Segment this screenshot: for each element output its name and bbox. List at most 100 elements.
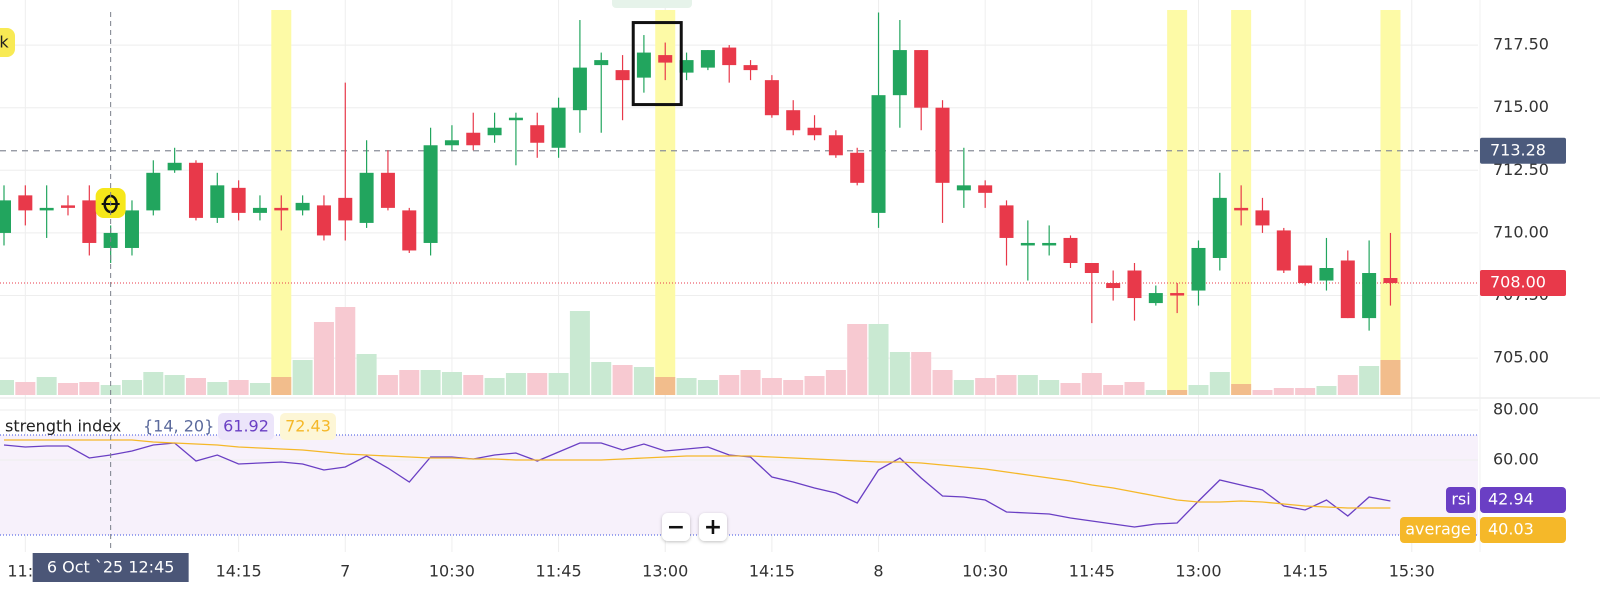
candle-body: [615, 70, 630, 81]
volume-bar: [612, 365, 633, 395]
candle-body: [210, 185, 225, 218]
price-badge-text: 713.28: [1490, 140, 1546, 159]
zoom-in-button-bg[interactable]: [699, 513, 727, 541]
selection-box: [631, 21, 683, 107]
candle-body: [722, 47, 737, 66]
volume-bar: [1359, 366, 1380, 395]
volume-bar: [79, 382, 100, 395]
volume-bar: [1295, 388, 1316, 395]
candle-body: [1340, 260, 1355, 319]
x-tick-label: 13:00: [1175, 562, 1221, 581]
volume-bar: [889, 352, 910, 395]
y-tick-label: 712.50: [1493, 160, 1549, 179]
zoom-in-button-label[interactable]: +: [704, 515, 722, 540]
candle-body: [743, 65, 758, 71]
legend-value: 40.03: [1488, 520, 1534, 539]
candle-body: [914, 50, 929, 108]
volume-bar: [527, 373, 548, 395]
y-tick-label: 717.50: [1493, 35, 1549, 54]
x-tick-label: 11:45: [1069, 562, 1115, 581]
crosshair-label: 6 Oct `25 12:45: [47, 558, 175, 577]
candle-body: [828, 135, 843, 156]
rsi-tick-label: 80.00: [1493, 400, 1539, 419]
x-tick-label: 14:15: [1282, 562, 1328, 581]
volume-bar: [0, 380, 14, 395]
candle-body: [508, 117, 523, 121]
indicator-title: strength index: [5, 417, 121, 436]
candle-body: [402, 210, 417, 251]
volume-bar: [633, 367, 654, 395]
candle-body: [956, 185, 971, 191]
volume-bar: [121, 380, 142, 395]
candle-body: [423, 145, 438, 243]
legend-value: 42.94: [1488, 490, 1534, 509]
volume-bar: [1145, 390, 1166, 395]
candle-body: [700, 50, 715, 68]
candle-body: [1191, 247, 1206, 291]
candle-body: [316, 205, 331, 236]
candle-body: [82, 200, 97, 243]
candle-body: [274, 207, 289, 211]
volume-bar: [1060, 383, 1081, 395]
volume-bar: [847, 324, 868, 395]
volume-bar: [975, 378, 996, 395]
zoom-out-button[interactable]: −: [662, 513, 690, 541]
volume-bar: [1081, 373, 1102, 395]
indicator-params: {14, 20}: [143, 417, 214, 436]
candle-body: [572, 67, 587, 111]
zoom-in-button[interactable]: +: [699, 513, 727, 541]
indicator-value-bg: [280, 413, 336, 440]
candle-body: [935, 107, 950, 183]
crosshair-label-bg: [32, 553, 189, 582]
y-tick-label: 715.00: [1493, 97, 1549, 116]
volume-bar: [569, 311, 590, 395]
volume-bar: [932, 370, 953, 395]
volume-bar: [185, 378, 206, 395]
volume-bar: [505, 373, 526, 395]
candle-body: [39, 207, 54, 211]
volume-bar: [420, 370, 441, 395]
candle-body: [359, 172, 374, 223]
legend-name-bg: [1446, 487, 1476, 513]
candle-body: [1020, 242, 1035, 246]
volume-bar: [1039, 380, 1060, 395]
zoom-out-button-bg[interactable]: [662, 513, 690, 541]
x-tick-label: 10:30: [962, 562, 1008, 581]
volume-bar: [207, 382, 228, 395]
highlight-band: [1380, 10, 1401, 395]
candle-body: [1063, 237, 1078, 263]
candle-body: [1084, 262, 1099, 274]
candle-body: [1106, 283, 1121, 289]
y-tick-label: 710.00: [1493, 222, 1549, 241]
candle-body: [871, 95, 886, 213]
candle-body: [231, 187, 246, 213]
candle-body: [594, 60, 609, 66]
candle-body: [0, 200, 11, 233]
indicator-line: [4, 439, 1391, 509]
volume-bar: [1209, 372, 1230, 395]
candle-body: [1212, 197, 1227, 258]
candle-body: [892, 50, 907, 96]
candle-body: [167, 162, 182, 171]
x-tick-label: 14:15: [749, 562, 795, 581]
candle-body: [636, 52, 651, 78]
volume-bar: [697, 380, 718, 395]
volume-bar: [228, 380, 249, 395]
x-tick-label: 10:30: [429, 562, 475, 581]
candle-body: [1362, 273, 1377, 319]
volume-bar: [953, 380, 974, 395]
indicator-value-bg: [218, 413, 274, 440]
legend-name: rsi: [1451, 490, 1470, 509]
x-tick-label: 15:30: [1389, 562, 1435, 581]
volume-bar: [783, 380, 804, 395]
volume-bar: [441, 372, 462, 395]
x-tick-label: 11:45: [536, 562, 582, 581]
zoom-out-button-label[interactable]: −: [667, 515, 685, 540]
y-tick-label: 705.00: [1493, 348, 1549, 367]
candle-body: [444, 140, 459, 146]
legend-value-bg: [1480, 517, 1566, 543]
candle-body: [850, 152, 865, 183]
price-badge-text: 708.00: [1490, 273, 1546, 292]
